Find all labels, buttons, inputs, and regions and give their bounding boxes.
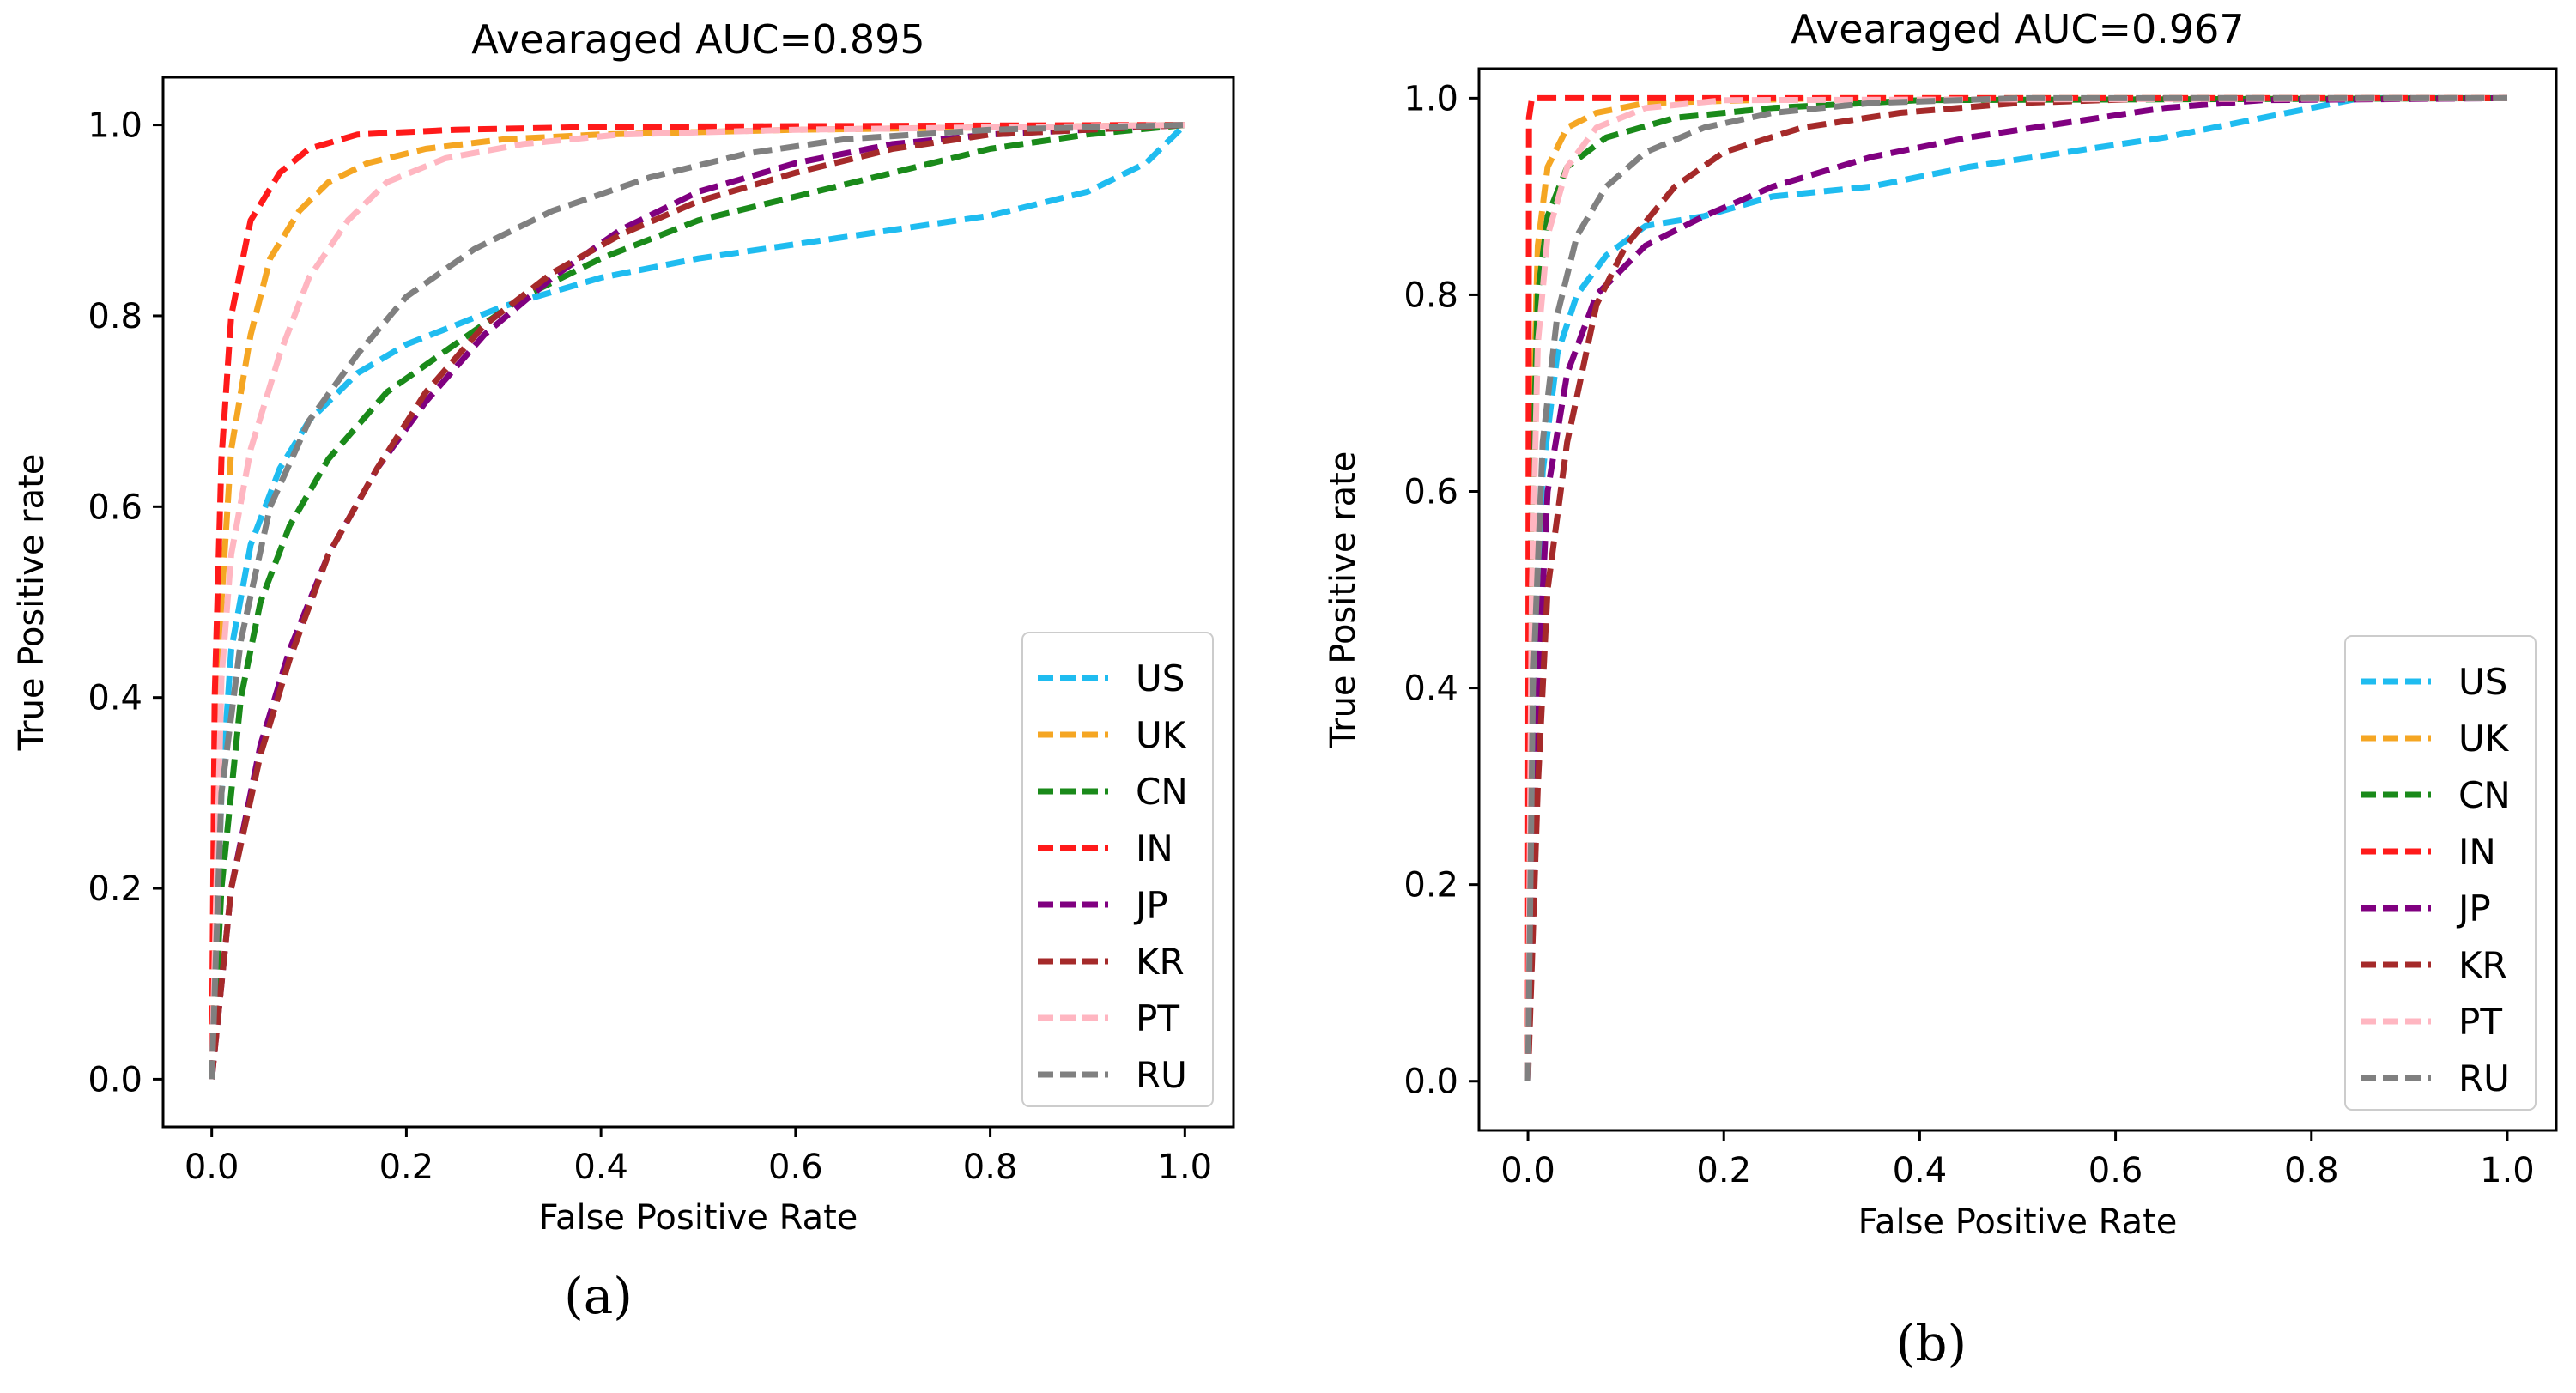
legend-label: IN [1136,827,1173,869]
legend-label: CN [2458,774,2511,816]
legend-label: JP [1133,884,1168,926]
series-line-in [209,122,1185,1080]
legend-box [1021,632,1214,1107]
x-tick-label: 0.4 [573,1148,628,1187]
y-tick-label: 0.0 [88,1060,142,1099]
series-line-kr [1524,94,2507,1081]
plot-frame [1477,67,2558,1132]
y-tick-label: 0.2 [88,869,142,909]
legend-label: IN [2458,831,2496,873]
legend-label: PT [2458,1001,2502,1043]
panel-caption: (b) [1896,1314,1967,1372]
x-tick-label: 0.8 [963,1148,1018,1187]
y-tick-label: 0.8 [88,297,142,336]
roc-panel-b: Avearaged AUC=0.967 0.0 0.2 0.4 0.6 0.8 1.0 0.0… [1324,6,2558,1372]
series-lines [209,122,1187,1080]
x-tick-label: 0.0 [1500,1151,1555,1190]
legend: US UK CN IN JP KR PT RU [1021,632,1214,1107]
plot-frame [161,76,1235,1129]
series-lines [1524,94,2508,1081]
series-line-jp [1524,94,2508,1081]
x-axis-label: False Positive Rate [539,1198,858,1238]
legend-box [2344,635,2537,1111]
y-tick-label: 0.2 [1403,866,1458,905]
y-tick-label: 0.4 [1403,669,1458,709]
y-axis-label: True Positive rate [12,454,52,752]
x-tick-label: 0.0 [185,1148,239,1187]
series-line-pt [209,122,1185,1080]
x-tick-label: 0.6 [768,1148,823,1187]
x-tick-label: 0.6 [2088,1151,2143,1190]
legend: US UK CN IN JP KR PT RU [2344,635,2537,1111]
legend-label: UK [1136,714,1187,756]
legend-label: RU [1136,1054,1187,1096]
series-line-ru [1524,94,2507,1081]
y-tick-label: 0.4 [88,679,142,718]
chart-title: Avearaged AUC=0.967 [1791,6,2244,52]
x-tick-label: 0.4 [1893,1151,1948,1190]
x-tick-label: 0.2 [1696,1151,1751,1190]
x-tick-label: 1.0 [2480,1151,2535,1190]
y-tick-label: 0.6 [88,488,142,527]
x-tick-label: 0.2 [379,1148,434,1187]
legend-label: CN [1136,771,1188,813]
x-tick-label: 0.8 [2284,1151,2339,1190]
legend-label: US [2458,661,2507,703]
x-axis-label: False Positive Rate [1858,1202,2178,1242]
panel-caption: (a) [564,1267,633,1325]
y-tick-label: 0.6 [1403,473,1458,512]
y-tick-label: 0.8 [1403,276,1458,315]
y-tick-label: 1.0 [1403,79,1458,118]
legend-label: US [1136,657,1185,700]
y-axis-label: True Positive rate [1324,451,1363,749]
legend-label: PT [1136,997,1179,1039]
series-line-us [209,123,1187,1080]
series-line-us [1524,94,2507,1081]
legend-label: RU [2458,1057,2510,1099]
series-line-uk [209,122,1185,1080]
roc-panel-a: Avearaged AUC=0.895 0.0 0.2 0.4 0.6 0.8 1.0 0.0… [12,16,1235,1325]
legend-label: KR [1136,941,1185,983]
legend-label: KR [2458,944,2507,986]
y-tick-label: 0.0 [1403,1063,1458,1102]
legend-label: UK [2458,718,2510,760]
series-line-in [1524,94,2507,1081]
x-tick-label: 1.0 [1158,1148,1213,1187]
chart-title: Avearaged AUC=0.895 [471,16,924,63]
y-tick-label: 1.0 [88,106,142,146]
series-line-pt [1524,94,2508,1081]
series-line-kr [209,122,1185,1080]
legend-label: JP [2456,887,2491,930]
